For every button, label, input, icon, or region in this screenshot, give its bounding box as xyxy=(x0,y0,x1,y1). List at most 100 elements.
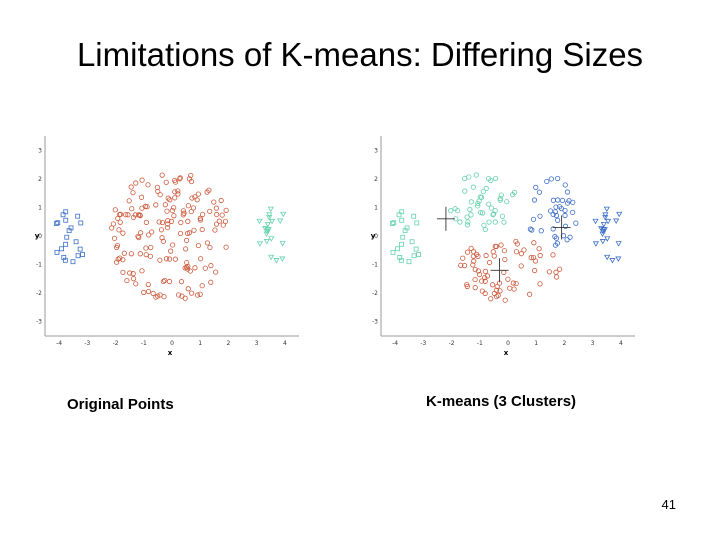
data-point-large-center xyxy=(161,294,167,300)
data-point-large-center xyxy=(130,271,136,277)
data-point-large-center xyxy=(179,293,185,299)
data-point-large-center xyxy=(137,230,144,236)
y-tick-label: 2 xyxy=(374,176,378,183)
data-point-small-left xyxy=(75,213,81,219)
data-point-cluster-red-lower xyxy=(546,269,552,275)
x-tick-label: 1 xyxy=(534,340,538,347)
data-point-cluster-green-left xyxy=(416,252,421,257)
data-point-small-right xyxy=(256,218,263,225)
data-point-cluster-green-upper xyxy=(466,174,472,180)
data-point-large-center xyxy=(165,218,171,224)
data-point-small-right xyxy=(277,218,284,224)
data-point-small-left xyxy=(59,246,65,252)
data-point-cluster-blue-right xyxy=(573,220,579,226)
data-point-cluster-green-upper xyxy=(510,192,516,198)
data-point-large-center xyxy=(192,265,198,271)
data-point-large-center xyxy=(168,248,174,254)
data-point-cluster-red-lower xyxy=(494,293,500,300)
data-point-small-left xyxy=(75,253,81,259)
data-point-cluster-red-lower xyxy=(476,271,483,278)
scatter-plot-kmeans: -4 -3 -2 -1 0 1 2 3 4 3 2 1 0 -1 -2 -3 x y xyxy=(371,136,635,357)
data-point-large-center xyxy=(170,242,176,248)
data-point-large-center xyxy=(133,180,139,186)
data-point-large-center xyxy=(143,245,149,251)
data-point-large-center xyxy=(145,288,152,295)
y-tick-label: 2 xyxy=(38,176,42,183)
data-point-large-center xyxy=(219,212,225,218)
data-point-large-center xyxy=(136,234,142,241)
data-point-large-center xyxy=(120,230,126,236)
data-point-small-right xyxy=(267,206,274,213)
data-point-cluster-green-left xyxy=(396,212,402,218)
data-point-large-center xyxy=(207,208,213,214)
data-point-large-center xyxy=(214,211,220,218)
y-tick-label: 1 xyxy=(38,204,42,211)
data-point-cluster-blue-right xyxy=(562,182,568,188)
data-point-large-center xyxy=(212,227,218,233)
data-point-cluster-red-lower xyxy=(498,242,504,248)
data-point-large-center xyxy=(160,238,166,244)
data-point-large-center xyxy=(185,218,191,224)
data-point-large-center xyxy=(167,197,173,203)
data-point-cluster-green-upper xyxy=(468,212,474,218)
data-point-cluster-blue-far xyxy=(599,239,606,245)
data-point-large-center xyxy=(202,265,208,271)
data-point-small-left xyxy=(77,246,83,252)
data-point-cluster-green-left xyxy=(402,228,408,234)
data-point-large-center xyxy=(190,205,197,211)
data-point-cluster-red-lower xyxy=(482,278,488,284)
data-point-cluster-green-left xyxy=(399,209,405,215)
data-point-large-center xyxy=(148,244,154,251)
data-point-large-center xyxy=(184,237,190,243)
data-point-large-center xyxy=(195,242,201,249)
data-point-cluster-red-lower xyxy=(514,241,520,247)
data-point-cluster-green-upper xyxy=(501,219,507,225)
data-point-large-center xyxy=(184,230,191,237)
data-point-small-right xyxy=(279,256,286,262)
data-point-cluster-red-lower xyxy=(501,269,507,276)
data-point-large-center xyxy=(180,208,187,214)
data-point-cluster-green-left xyxy=(391,220,397,226)
data-point-cluster-red-lower xyxy=(483,252,489,259)
data-point-large-center xyxy=(143,219,149,225)
data-point-cluster-green-left xyxy=(409,239,415,245)
data-point-cluster-blue-right xyxy=(550,226,556,232)
data-point-small-left xyxy=(66,228,72,234)
data-point-cluster-green-upper xyxy=(475,200,481,207)
data-point-cluster-red-lower xyxy=(528,255,534,261)
data-point-large-center xyxy=(147,253,153,259)
data-point-cluster-blue-right xyxy=(529,227,535,233)
data-point-cluster-red-lower xyxy=(501,248,507,254)
data-point-cluster-green-upper xyxy=(477,194,483,200)
data-point-large-center xyxy=(129,206,135,212)
data-point-large-center xyxy=(146,232,152,238)
data-point-large-center xyxy=(115,215,121,222)
data-point-cluster-red-lower xyxy=(537,281,543,287)
data-point-cluster-blue-far xyxy=(602,212,609,218)
data-point-cluster-red-lower xyxy=(531,240,537,246)
data-point-cluster-blue-right xyxy=(564,237,570,243)
data-point-cluster-red-lower xyxy=(513,249,520,255)
data-point-large-center xyxy=(218,197,224,204)
data-point-cluster-green-upper xyxy=(492,219,498,225)
data-point-cluster-red-lower xyxy=(518,251,525,257)
data-point-cluster-red-lower xyxy=(491,290,497,297)
data-point-large-center xyxy=(149,229,155,235)
data-point-large-center xyxy=(110,221,116,227)
data-point-large-center xyxy=(166,278,173,285)
data-point-cluster-green-upper xyxy=(488,205,495,211)
x-tick-label: -4 xyxy=(392,340,398,347)
data-point-large-center xyxy=(157,192,163,198)
data-point-cluster-red-lower xyxy=(479,288,485,294)
data-point-cluster-red-lower xyxy=(482,290,488,297)
data-point-cluster-green-left xyxy=(390,249,396,255)
data-point-cluster-green-upper xyxy=(457,219,463,225)
data-point-cluster-red-lower xyxy=(482,268,489,274)
data-point-large-center xyxy=(158,227,165,233)
data-point-large-center xyxy=(204,240,211,246)
data-point-cluster-red-lower xyxy=(518,263,524,269)
data-point-large-center xyxy=(172,256,178,262)
data-point-large-center xyxy=(208,263,214,269)
x-tick-label: 4 xyxy=(283,340,287,347)
data-point-large-center xyxy=(157,257,163,263)
